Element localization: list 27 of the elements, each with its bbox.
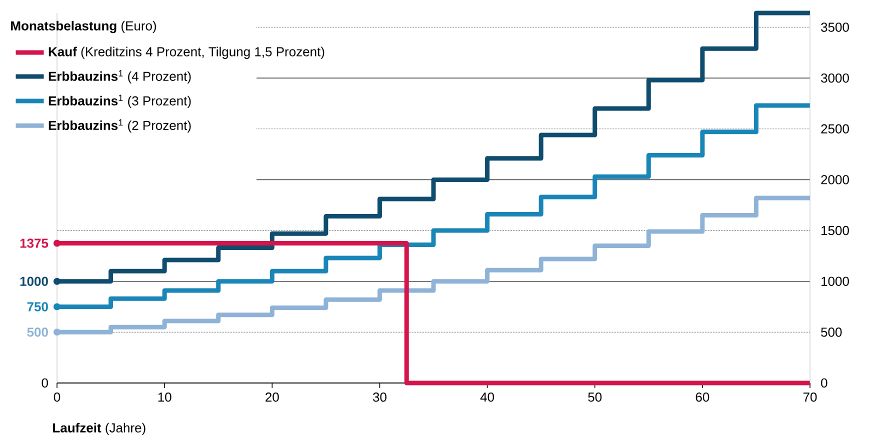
- text: Monatsbelastung (Euro): [11, 20, 156, 34]
- legend-label: Kauf (Kreditzins 4 Prozent, Tilgung 1,5 Prozent): [48, 46, 324, 59]
- y2-tick-label: 500: [821, 328, 842, 337]
- legend-label: Erbbauzins$^{1}$ (4 Prozent): [48, 70, 191, 84]
- y2-tick-label: 2500: [821, 124, 849, 134]
- x-tick-label: 30: [372, 392, 386, 402]
- y-tick-label: 1375: [20, 238, 48, 248]
- y-tick-label: 1000: [20, 276, 48, 286]
- y2-tick-label: 1500: [822, 226, 849, 236]
- legend-label: Erbbauzins$^{1}$ (3 Prozent): [48, 94, 191, 108]
- x-tick-label: 50: [588, 392, 602, 402]
- x-axis-title: Laufzeit (Jahre): [53, 422, 146, 436]
- y-tick-label: 500: [27, 328, 48, 337]
- x-tick-label: 60: [696, 392, 710, 402]
- y-tick-label: 0: [42, 378, 48, 388]
- legend-label: Erbbauzins$^{1}$ (2 Prozent): [48, 119, 191, 133]
- y2-tick-label: 3000: [821, 73, 849, 83]
- y-tick-label: 750: [27, 302, 48, 312]
- x-tick-label: 0: [54, 392, 60, 402]
- y2-tick-label: 1000: [822, 276, 849, 286]
- y2-tick-label: 0: [821, 378, 828, 388]
- y2-tick-label: 3500: [821, 22, 849, 32]
- x-tick-label: 10: [158, 392, 172, 402]
- y2-tick-label: 2000: [821, 175, 849, 184]
- x-tick-label: 40: [480, 392, 494, 402]
- x-tick-label: 70: [803, 392, 817, 402]
- x-tick-label: 20: [266, 392, 279, 402]
